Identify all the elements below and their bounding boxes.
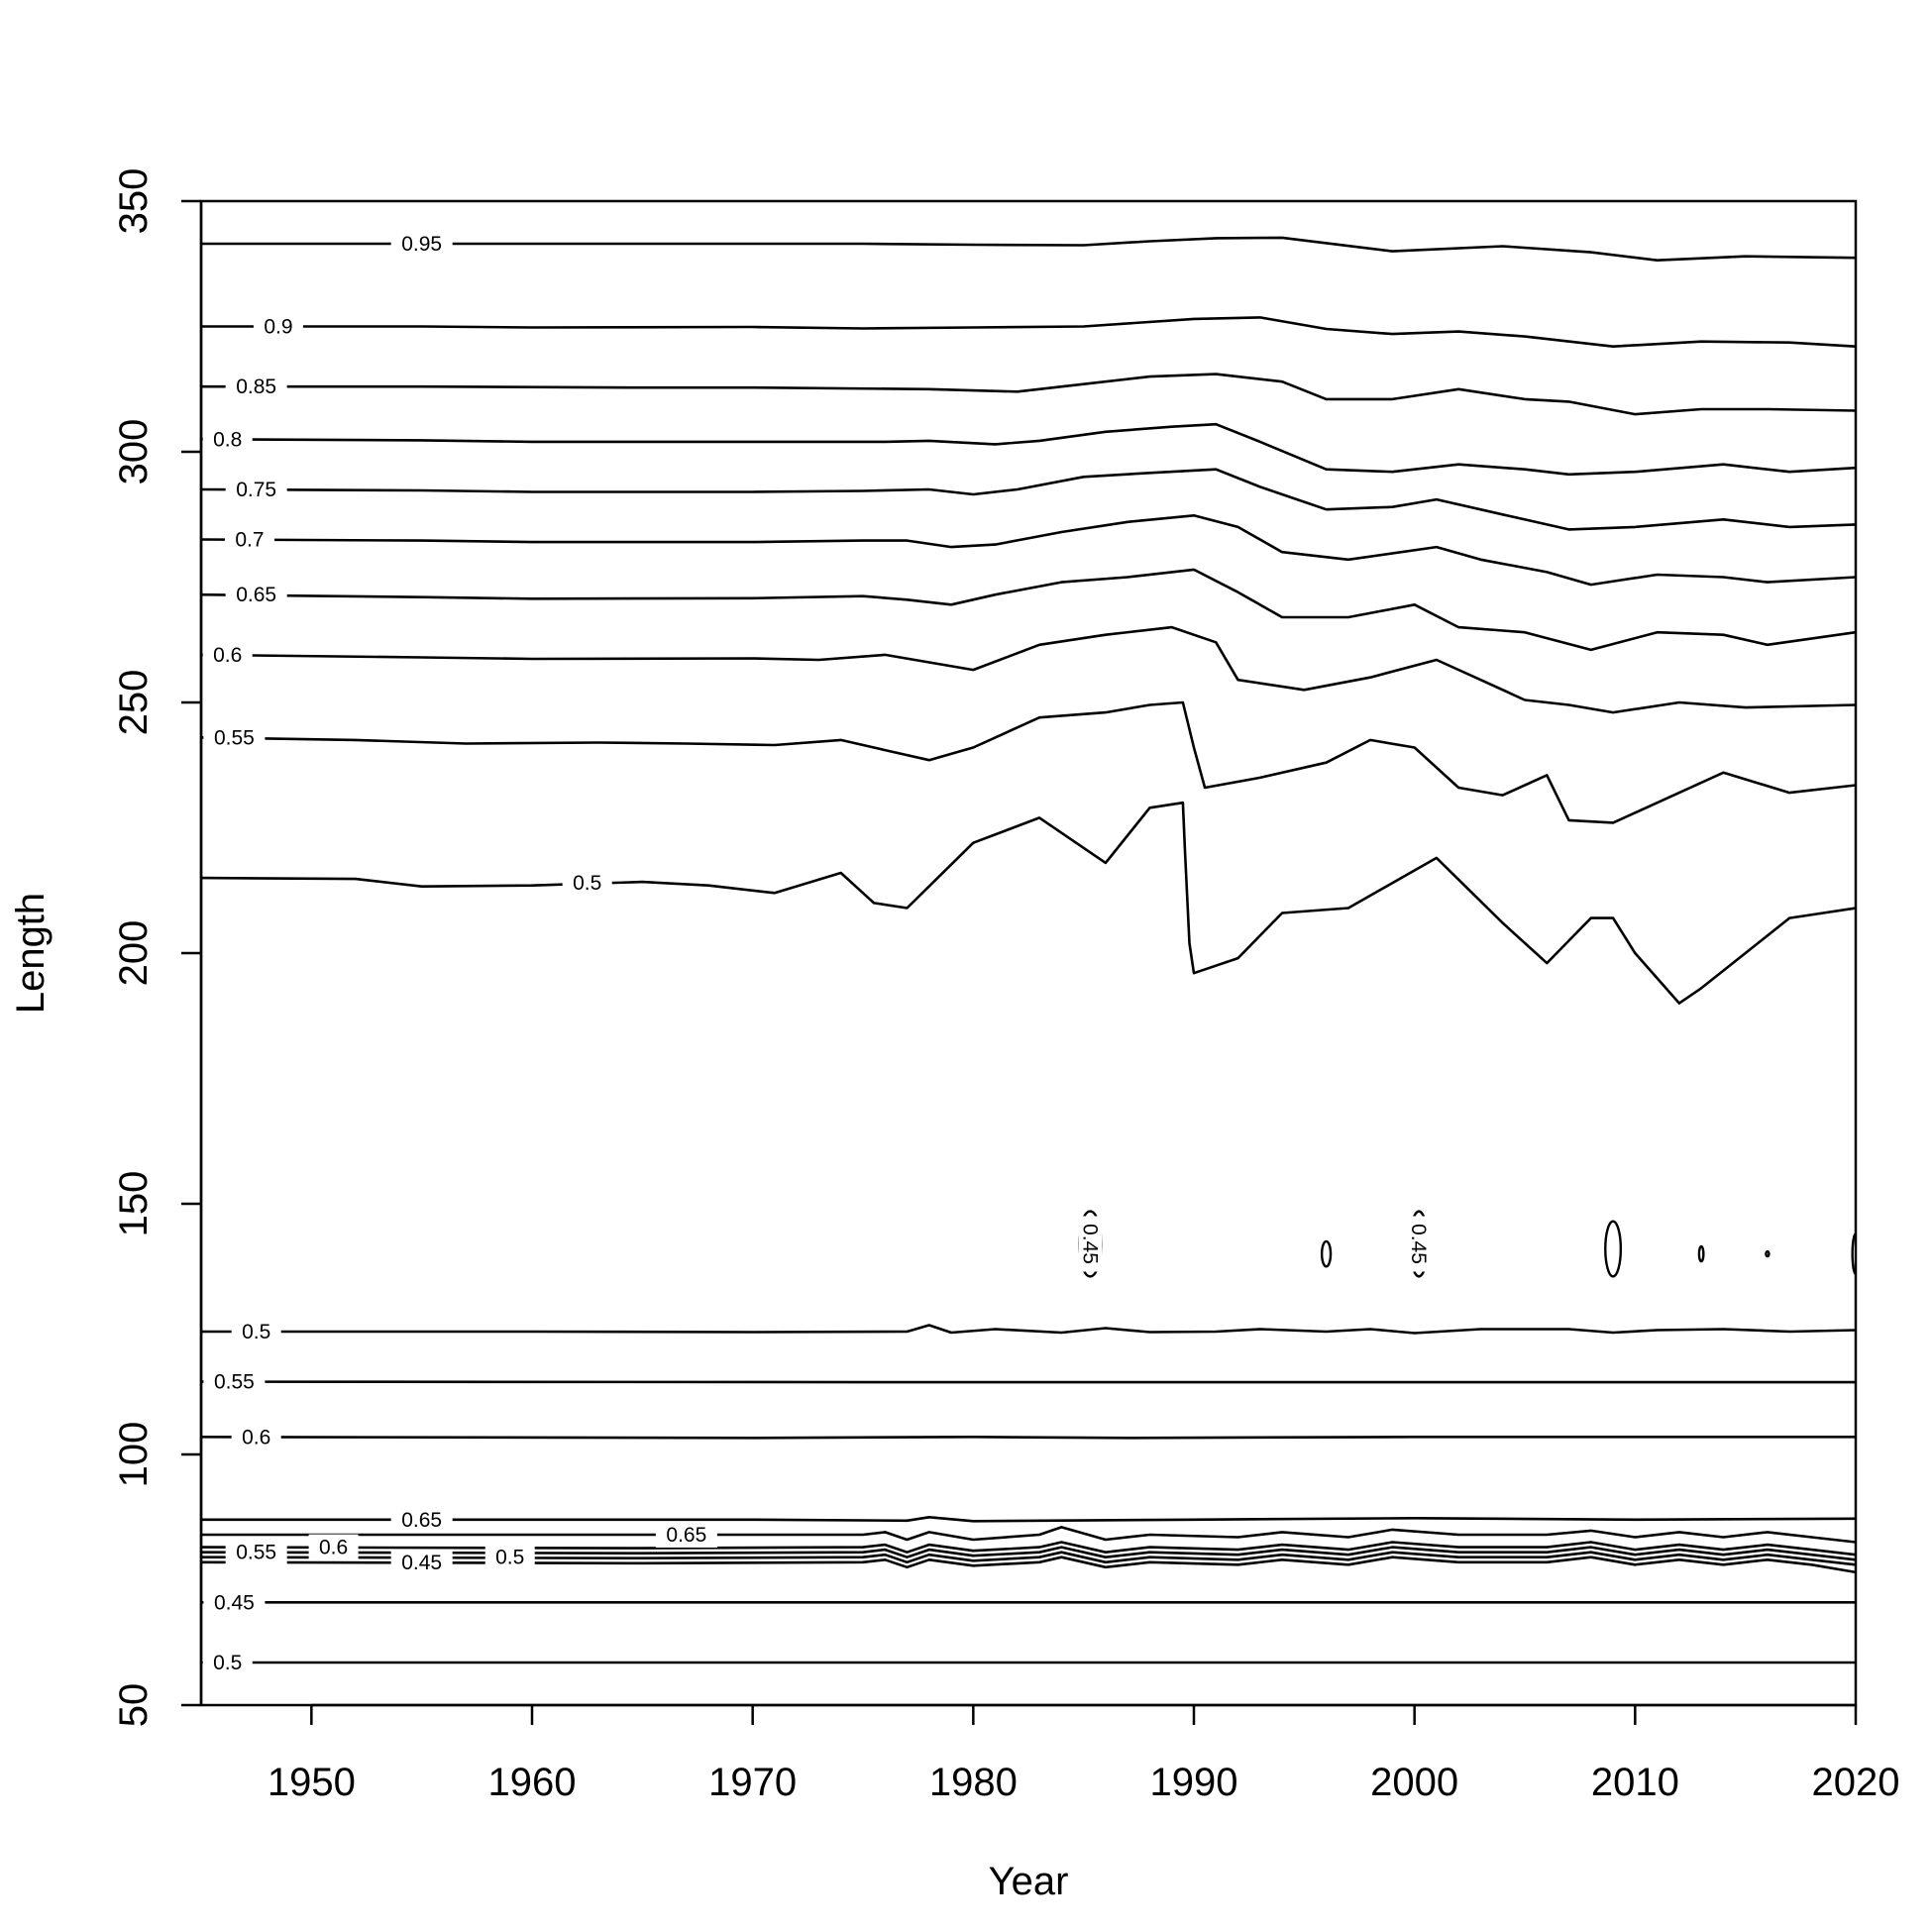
y-tick-label: 300 [112,419,156,485]
contour-label-gap [225,1539,287,1565]
contour-island [1697,1244,1705,1263]
contour-label: 0.5 [242,1321,270,1343]
plot-frame [199,199,1858,1707]
contour-line [201,513,1856,587]
y-axis: 50 100 150 200 250 300 350 [112,168,203,1728]
x-tick-label: 1970 [708,1761,797,1804]
x-tick-label: 2010 [1591,1761,1679,1804]
x-tick-label: 2020 [1812,1761,1900,1804]
contour-labels: 0.95 0.9 0.85 0.8 0.75 0.7 0.65 0.6 0.55 0.5 0.5 0.… [202,231,1432,1675]
contour-line [201,1556,1856,1574]
y-tick-label: 250 [112,670,156,736]
contour-label-gap [224,526,274,553]
contour-line [201,1541,1856,1556]
contour-label: 0.6 [319,1537,348,1559]
contour-label: 0.7 [235,529,264,552]
contour-label: 0.95 [401,233,442,256]
contour-label: 0.55 [214,726,255,749]
contour-label-gap [225,374,287,400]
contour-line [201,1546,1856,1561]
contour-label-gap [484,1544,535,1570]
contour-label: 0.85 [236,376,276,398]
contour-label-gap [231,1424,281,1450]
x-axis-title: Year [989,1860,1069,1903]
contour-line [201,700,1856,824]
contour-label: 0.65 [401,1509,442,1532]
contour-label-gap [203,1368,266,1395]
contour-label: 0.75 [236,479,276,501]
contour-line [201,316,1856,349]
contour-label: 0.45 [401,1552,442,1574]
contour-label-gap [202,1649,253,1675]
contour-line [201,422,1856,477]
contour-label-gap [203,724,266,751]
contour-label: 0.9 [264,316,292,339]
y-axis-title: Length [9,893,53,1014]
contour-label-gap [562,870,612,897]
contour-island [1765,1249,1771,1258]
contour-label-gap [231,1319,281,1345]
contour-label-gap [1407,1216,1432,1272]
contour-label: 0.45 [214,1591,255,1614]
y-tick-label: 100 [112,1422,156,1488]
x-tick-label: 1960 [488,1761,577,1804]
contour-label: 0.55 [236,1542,276,1564]
contour-line [201,1436,1856,1440]
contour-label: 0.5 [495,1547,524,1569]
contour-label: 0.8 [213,428,242,451]
contour-line [201,1324,1856,1335]
contour-label-gap [308,1534,359,1560]
contour-label: 0.65 [236,584,276,606]
contour-island [1851,1233,1856,1276]
contour-label: 0.6 [213,644,242,667]
contour-line [201,1526,1856,1544]
contour-label-gap [1078,1216,1103,1272]
contour-label: 0.5 [213,1652,242,1674]
contour-line [201,625,1856,714]
contour-lines [201,236,1856,1664]
contour-island [1320,1239,1333,1268]
contour-line [201,236,1856,263]
contour-label-gap [390,1549,453,1575]
contour-island [1604,1220,1623,1278]
contour-line [201,568,1856,652]
contour-label-gap [225,476,287,502]
y-tick-label: 50 [112,1683,156,1728]
contour-label-gap [225,582,287,608]
contour-line [201,468,1856,531]
contour-label-gap [390,231,453,258]
x-axis: 1950 1960 1970 1980 1990 2000 2010 2020 [268,1703,1900,1804]
contour-line [201,373,1856,416]
contour-label-gap [655,1521,717,1548]
contour-label-gap [202,426,253,453]
x-tick-label: 2000 [1370,1761,1458,1804]
contour-island-label: 0.45 [1078,1224,1101,1264]
contour-label-gap [253,313,303,340]
contour-label-gap [390,1506,453,1533]
contour-island-label: 0.45 [1407,1224,1430,1264]
x-tick-label: 1950 [268,1761,356,1804]
y-tick-label: 350 [112,168,156,235]
contour-label: 0.65 [666,1524,706,1547]
contour-label-gap [202,641,253,668]
y-tick-label: 200 [112,920,156,987]
contour-label-gap [203,1589,266,1616]
contour-line [201,801,1856,1005]
contour-line [201,1516,1856,1523]
contour-label: 0.6 [242,1426,270,1449]
contour-label: 0.55 [214,1371,255,1394]
x-tick-label: 1980 [929,1761,1018,1804]
y-tick-label: 150 [112,1171,156,1237]
contour-label: 0.5 [573,872,601,895]
contour-line [201,1551,1856,1566]
x-tick-label: 1990 [1150,1761,1238,1804]
contour-line [201,1380,1856,1384]
